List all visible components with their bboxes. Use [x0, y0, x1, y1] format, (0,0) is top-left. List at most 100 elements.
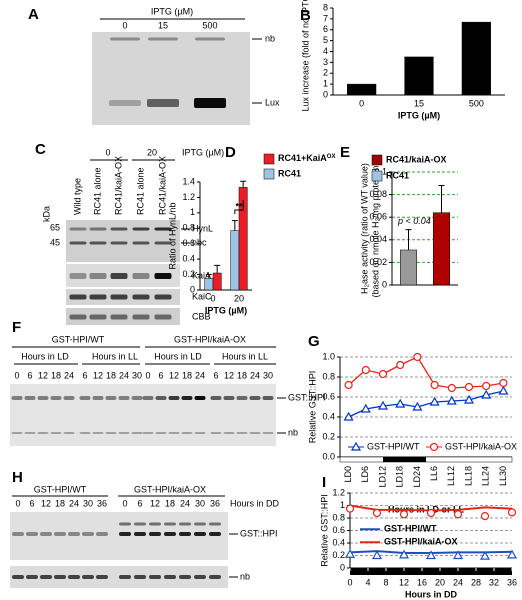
marker: [480, 512, 490, 521]
legend-label: RC41+KaiAOX: [278, 153, 335, 163]
y-tick-label: 1.0: [322, 351, 335, 361]
blot-band: [79, 432, 91, 434]
marker: [371, 550, 383, 560]
band-label: nb: [288, 427, 298, 437]
blot-band: [209, 532, 221, 536]
y-tick-label: 0: [340, 562, 345, 572]
x-tick-label: 15: [414, 98, 424, 108]
band-label: HynL: [192, 223, 213, 233]
blot-band: [168, 432, 180, 434]
x-tick-label: 500: [469, 98, 484, 108]
blot-band: [194, 98, 226, 108]
blot-band: [110, 37, 140, 41]
x-tick-label: 0: [210, 293, 215, 303]
blot: [92, 32, 250, 125]
lane-label: 18: [182, 370, 192, 380]
blot-band: [147, 99, 179, 107]
bar: [400, 249, 417, 286]
blot-band: [26, 575, 38, 579]
y-tick-label: 0.6: [322, 391, 335, 401]
blot-band: [37, 396, 49, 400]
blot-band: [110, 241, 128, 245]
blot-band: [209, 575, 221, 579]
label: GST-HPI/WT: [34, 484, 87, 494]
marker: [464, 382, 474, 392]
label: 45: [50, 237, 60, 247]
blot: [10, 512, 228, 560]
annotation: **: [235, 201, 243, 211]
series-line: [348, 356, 504, 389]
lane-label: Wild type: [72, 178, 82, 215]
marker: [343, 411, 354, 421]
blot-band: [131, 432, 143, 434]
panel-letter: C: [35, 141, 46, 158]
lane-label: 30: [83, 498, 93, 508]
blot-band: [181, 432, 193, 434]
panel-letter: B: [300, 7, 311, 24]
blot-band: [69, 227, 87, 231]
dark-bar: [350, 568, 512, 575]
blot-band: [110, 314, 128, 320]
legend-label: GST-HPI/kaiA-OX: [384, 537, 458, 547]
label: IPTG (µM): [182, 147, 224, 157]
lane-label: 30: [195, 498, 205, 508]
blot-band: [89, 314, 107, 320]
marker: [395, 398, 406, 408]
blot-band: [236, 432, 248, 434]
y-tick-label: 0.8: [182, 223, 195, 233]
axis: [332, 8, 505, 96]
marker: [426, 508, 436, 518]
label: 0: [105, 147, 110, 157]
x-tick-label: LL30: [498, 466, 508, 486]
error-bar: [438, 185, 445, 213]
blot-band: [24, 432, 36, 434]
blot-band: [110, 294, 128, 300]
panel-letter: H: [12, 469, 23, 486]
y-tick-label: 0.02: [369, 257, 387, 267]
x-tick-label: 36: [507, 577, 517, 587]
marker: [378, 369, 388, 379]
blot-band: [210, 396, 222, 400]
x-axis-label: Hours in DD: [405, 589, 458, 599]
blot-band: [249, 396, 261, 400]
label: IPTG (µM): [151, 6, 193, 16]
y-tick-label: 4: [323, 46, 328, 56]
panel-letter: I: [322, 474, 326, 491]
blot-band: [79, 396, 91, 400]
panel-letter: A: [28, 6, 39, 23]
x-tick-label: LD12: [377, 466, 387, 488]
blot-band: [118, 396, 130, 400]
label: Hours in DD: [230, 498, 280, 508]
lane-label: 12: [41, 498, 51, 508]
blot-band: [68, 575, 80, 579]
blot-band: [155, 396, 167, 400]
y-tick-label: 0: [382, 279, 387, 289]
lane-label: 36: [210, 498, 220, 508]
blot-band: [148, 37, 178, 41]
blot-band: [54, 575, 66, 579]
marker: [499, 378, 508, 388]
y-tick-label: 0.2: [182, 269, 195, 279]
blot-band: [11, 432, 23, 434]
y-tick-label: 0.8: [332, 512, 345, 522]
marker: [425, 550, 437, 560]
band-label: Lux: [265, 97, 280, 107]
blot-band: [154, 314, 172, 320]
x-tick-label: 4: [365, 577, 370, 587]
y-tick-label: 0.4: [322, 411, 335, 421]
y-axis-label: Ratio of HynL/nb: [167, 202, 177, 269]
marker: [429, 442, 439, 452]
legend-swatch: [371, 154, 383, 166]
bar: [433, 212, 450, 286]
blot-band: [194, 522, 206, 526]
error-bar: [231, 220, 238, 231]
blot-band: [132, 241, 150, 245]
blot-band: [82, 532, 94, 536]
y-tick-label: 6: [323, 24, 328, 34]
label: GST-HPI/kaiA-OX: [174, 334, 246, 344]
marker: [430, 380, 439, 390]
blot-band: [92, 396, 104, 400]
blot-band: [262, 396, 274, 400]
y-tick-label: 1.2: [182, 192, 195, 202]
lane-label: 500: [202, 20, 217, 30]
